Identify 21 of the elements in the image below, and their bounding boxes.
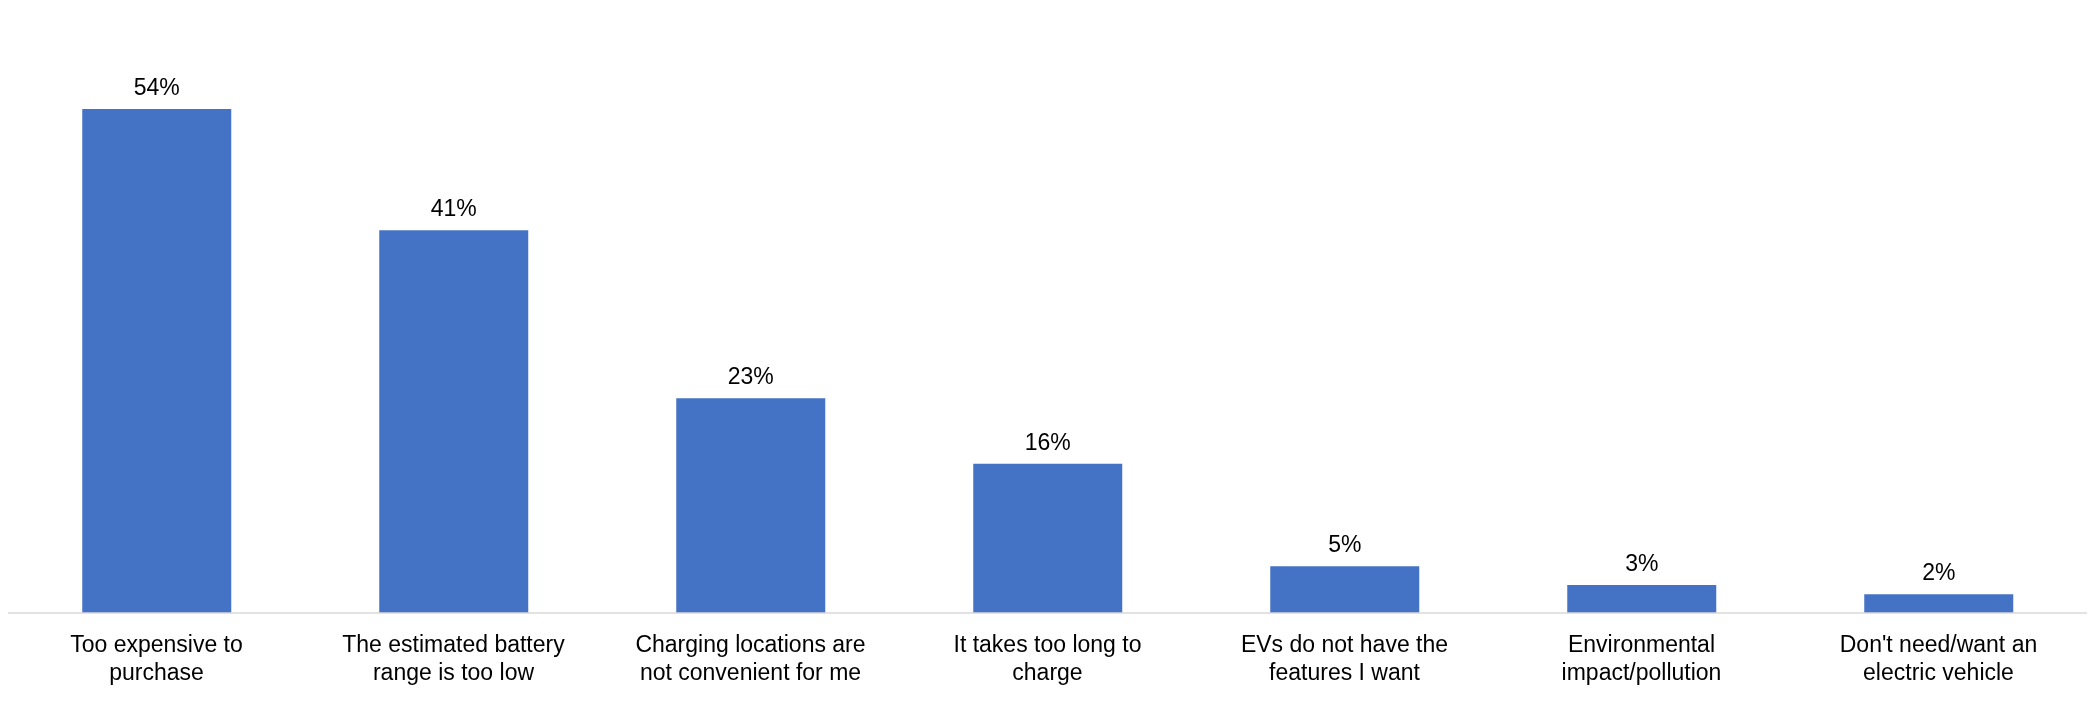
bar [379, 230, 529, 613]
data-label: 23% [727, 363, 774, 390]
data-label: 2% [1922, 559, 1956, 586]
bar [1864, 594, 2014, 613]
x-tick-label: Too expensive to purchase [70, 630, 243, 686]
x-tick-label: Don't need/want an electric vehicle [1839, 630, 2038, 686]
bar [676, 398, 826, 613]
bar [82, 109, 232, 613]
x-tick-label: Environmental impact/pollution [1561, 630, 1722, 686]
x-tick-label: Charging locations are not convenient for me [635, 630, 866, 686]
bar [1567, 585, 1717, 613]
data-label: 16% [1024, 428, 1071, 455]
x-tick-label: It takes too long to charge [953, 630, 1142, 686]
x-tick-label: The estimated battery range is too low [342, 630, 566, 686]
bar [1270, 566, 1420, 613]
data-label: 41% [430, 195, 477, 222]
data-label: 54% [133, 74, 180, 100]
bar [973, 463, 1123, 613]
data-label: 3% [1625, 550, 1659, 576]
x-tick-label: EVs do not have the features I want [1240, 630, 1449, 686]
data-label: 5% [1328, 531, 1362, 558]
